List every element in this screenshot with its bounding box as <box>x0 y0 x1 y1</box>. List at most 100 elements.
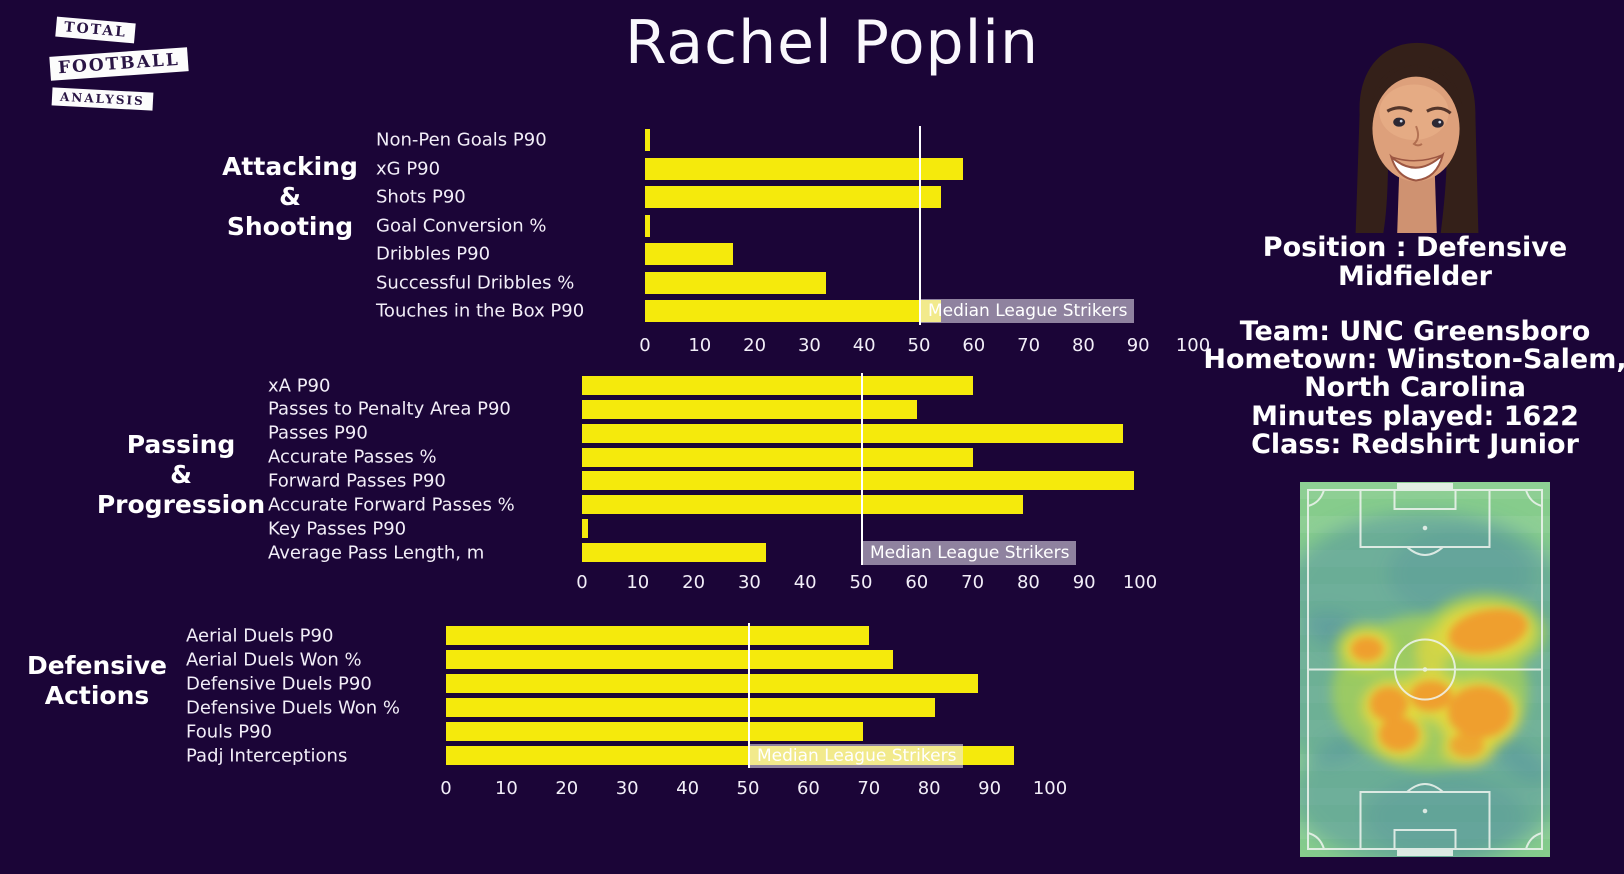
hair-back <box>1355 42 1479 233</box>
category-label: Touches in the Box P90 <box>376 300 585 322</box>
section-title-line: Progression <box>96 490 266 519</box>
category-label: Key Passes P90 <box>268 518 407 540</box>
bar-defensive-duels-p90 <box>446 674 978 693</box>
player-position: Position : Defensive Midfielder <box>1200 232 1624 292</box>
axis-tick: 20 <box>555 778 579 799</box>
category-label: Aerial Duels P90 <box>186 625 334 646</box>
median-line-label: Median League Strikers <box>750 743 964 768</box>
axis-tick: 10 <box>626 572 650 593</box>
teeth-line <box>1391 154 1444 162</box>
bar-shots-p90 <box>645 186 941 208</box>
category-label: Passes P90 <box>268 422 368 444</box>
bar-dribbles-p90 <box>645 243 733 265</box>
info-hometown-2: North Carolina <box>1304 372 1526 404</box>
axis-tick: 80 <box>917 778 941 799</box>
position-line-1: Position : Defensive <box>1262 232 1568 263</box>
bar-non-pen-goals-p90 <box>645 129 651 151</box>
category-label: Successful Dribbles % <box>376 272 575 293</box>
axis-tick: 80 <box>1016 572 1040 593</box>
axis-tick: 20 <box>743 335 767 356</box>
bar-accurate-passes- <box>582 447 973 467</box>
section-title-line: Shooting <box>226 212 354 241</box>
heatmap-pitch <box>1300 482 1550 857</box>
pitch-lines <box>1307 483 1543 856</box>
section-title-line: Actions <box>44 681 150 710</box>
smile <box>1389 151 1445 182</box>
nose <box>1412 125 1423 147</box>
bar-accurate-forward-passes- <box>582 495 1023 515</box>
category-label: xA P90 <box>268 375 331 396</box>
axis-tick: 60 <box>962 335 986 356</box>
section-title-line: Passing <box>126 430 236 459</box>
axis-tick: 0 <box>440 778 452 799</box>
category-label: Non-Pen Goals P90 <box>376 129 547 151</box>
logo-line-total: Total <box>55 16 136 44</box>
axis-tick: 100 <box>1175 335 1211 356</box>
axis-tick: 90 <box>1126 335 1150 356</box>
axis-tick: 70 <box>961 572 985 593</box>
axis-tick: 0 <box>639 335 651 356</box>
category-label: Average Pass Length, m <box>268 542 485 564</box>
axis-tick: 60 <box>796 778 820 799</box>
player-info: Team: UNC Greensboro Hometown: Winston-S… <box>1200 317 1624 460</box>
category-label: Dribbles P90 <box>376 243 491 265</box>
axis-tick: 100 <box>1122 572 1158 593</box>
median-line <box>861 373 863 565</box>
bar-touches-in-the-box-p90 <box>645 300 941 322</box>
section-title-defensive: Defensive Actions <box>0 651 237 711</box>
section-title-line: & <box>170 460 192 489</box>
axis-tick: 10 <box>688 335 712 356</box>
median-line-label: Median League Strikers <box>921 299 1135 323</box>
category-label: Passes to Penalty Area P90 <box>268 398 511 420</box>
axis-tick: 60 <box>905 572 929 593</box>
right-eyebrow <box>1426 106 1452 115</box>
axis-tick: 20 <box>682 572 706 593</box>
bar-xg-p90 <box>645 157 963 180</box>
bar-defensive-duels-won- <box>446 698 936 717</box>
category-label: Accurate Passes % <box>268 446 437 468</box>
category-label: Accurate Forward Passes % <box>268 494 515 516</box>
logo-line-analysis: Analysis <box>51 87 154 111</box>
info-class: Class: Redshirt Junior <box>1251 428 1579 460</box>
section-title-attacking: Attacking & Shooting <box>150 152 430 242</box>
category-label: Goal Conversion % <box>376 215 547 236</box>
section-title-line: Attacking <box>222 152 358 181</box>
axis-tick: 30 <box>615 778 639 799</box>
bar-fouls-p90 <box>446 722 863 741</box>
bar-passes-p90 <box>582 423 1124 443</box>
axis-tick: 50 <box>849 572 873 593</box>
logo-line-football: Football <box>49 47 189 81</box>
axis-tick: 100 <box>1032 778 1068 799</box>
axis-tick: 50 <box>736 778 760 799</box>
bar-xa-p90 <box>582 376 973 395</box>
section-title-line: & <box>279 182 301 211</box>
eye-glint <box>1399 119 1403 123</box>
section-title-line: Defensive <box>26 651 168 680</box>
page-title: Rachel Poplin <box>624 8 1039 78</box>
heat-layers <box>1300 482 1550 857</box>
category-label: Fouls P90 <box>186 721 272 742</box>
category-label: Forward Passes P90 <box>268 470 446 492</box>
info-minutes: Minutes played: 1622 <box>1251 400 1579 432</box>
axis-tick: 40 <box>793 572 817 593</box>
axis-tick: 30 <box>797 335 821 356</box>
median-line <box>748 623 750 768</box>
bar-successful-dribbles- <box>645 271 826 294</box>
bar-average-pass-length-m <box>582 543 767 563</box>
median-line-label: Median League Strikers <box>863 540 1077 565</box>
bar-aerial-duels-won- <box>446 650 893 669</box>
axis-tick: 40 <box>676 778 700 799</box>
category-label: Aerial Duels Won % <box>186 649 362 670</box>
bar-aerial-duels-p90 <box>446 626 869 645</box>
axis-tick: 0 <box>576 572 588 593</box>
right-eye <box>1431 118 1444 128</box>
eye-glint <box>1438 120 1442 124</box>
axis-tick: 90 <box>1072 572 1096 593</box>
position-line-2: Midfielder <box>1338 260 1492 292</box>
axis-tick: 10 <box>494 778 518 799</box>
category-label: Shots P90 <box>376 186 466 208</box>
bar-passes-to-penalty-area-p90 <box>582 399 917 419</box>
axis-tick: 80 <box>1071 335 1095 356</box>
axis-tick: 50 <box>907 335 931 356</box>
category-label: Padj Interceptions <box>186 745 348 766</box>
